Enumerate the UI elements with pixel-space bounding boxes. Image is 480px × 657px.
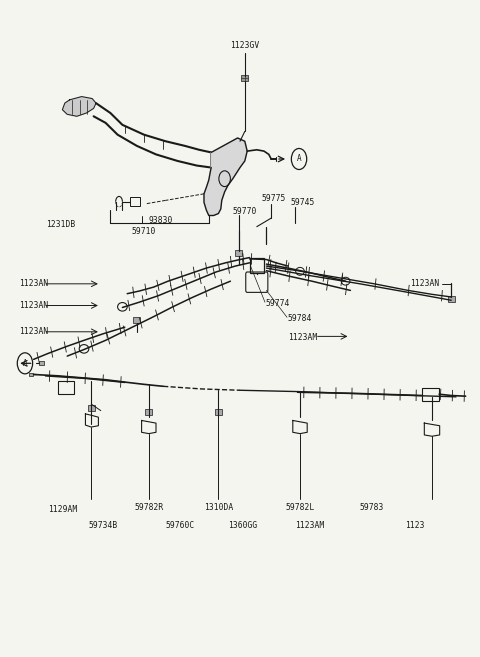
Text: 1360GG: 1360GG [228, 521, 257, 530]
Text: 1123AM: 1123AM [288, 332, 317, 342]
Text: 1231DB: 1231DB [46, 220, 75, 229]
Bar [215, 409, 222, 415]
Text: 1310DA: 1310DA [204, 503, 233, 512]
Bar [422, 388, 439, 401]
Text: 93830: 93830 [149, 215, 173, 225]
Text: 1123AN: 1123AN [410, 279, 440, 288]
Bar [29, 373, 33, 376]
Text: 59783: 59783 [360, 503, 384, 512]
Text: 59734B: 59734B [89, 521, 118, 530]
Bar [133, 317, 140, 323]
Bar [39, 361, 44, 365]
Bar [130, 197, 140, 206]
Bar [145, 409, 152, 415]
Text: 59770: 59770 [232, 207, 257, 216]
Text: A: A [297, 154, 301, 164]
Text: A: A [23, 359, 27, 368]
Text: 59782R: 59782R [134, 503, 163, 512]
Bar [241, 75, 248, 81]
Text: 59710: 59710 [132, 227, 156, 236]
Bar [58, 381, 74, 394]
Text: 59760C: 59760C [166, 521, 194, 530]
Text: 1129AM: 1129AM [48, 505, 77, 514]
Text: 1123AN: 1123AN [19, 279, 48, 288]
Bar [448, 296, 455, 302]
Text: 1123GV: 1123GV [230, 41, 259, 51]
Text: 59784: 59784 [288, 314, 312, 323]
Polygon shape [204, 138, 247, 215]
Bar [88, 405, 95, 411]
Polygon shape [62, 97, 96, 116]
Text: 1123: 1123 [406, 521, 425, 530]
Text: 1123AN: 1123AN [19, 301, 48, 310]
Text: 1123AM: 1123AM [295, 521, 324, 530]
Bar [235, 250, 242, 256]
Text: 59745: 59745 [290, 198, 315, 207]
Text: 59775: 59775 [262, 194, 286, 203]
Bar [250, 258, 264, 273]
Text: 59774: 59774 [266, 299, 290, 308]
Text: 59782L: 59782L [286, 503, 314, 512]
Text: 1123AN: 1123AN [19, 327, 48, 336]
